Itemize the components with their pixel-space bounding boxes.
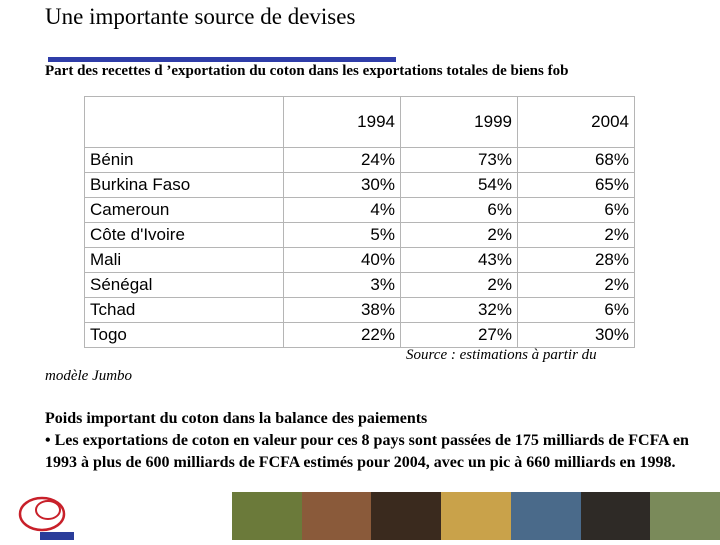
share-cell: 30% [283, 172, 401, 198]
body-heading: Poids important du coton dans la balance… [45, 410, 428, 427]
photo-tile [371, 492, 442, 540]
share-cell: 22% [283, 322, 401, 348]
table-row: Mali 40% 43% 28% [84, 247, 635, 273]
share-cell: 2% [400, 272, 518, 298]
photo-collage-strip [232, 492, 720, 540]
source-note: Source : estimations à partir du [406, 347, 597, 363]
header-year-cell: 2004 [517, 96, 635, 148]
share-cell: 6% [517, 297, 635, 323]
organization-logo [14, 492, 84, 540]
share-cell: 6% [400, 197, 518, 223]
header-country-cell [84, 96, 284, 148]
country-cell: Mali [84, 247, 284, 273]
table-row: Bénin 24% 73% 68% [84, 147, 635, 173]
share-cell: 32% [400, 297, 518, 323]
share-cell: 65% [517, 172, 635, 198]
share-cell: 27% [400, 322, 518, 348]
slide-title: Une importante source de devises [45, 4, 356, 29]
table-row: Burkina Faso 30% 54% 65% [84, 172, 635, 198]
share-cell: 43% [400, 247, 518, 273]
table-row: Côte d'Ivoire 5% 2% 2% [84, 222, 635, 248]
photo-tile [301, 492, 372, 540]
country-cell: Tchad [84, 297, 284, 323]
share-cell: 2% [517, 222, 635, 248]
share-cell: 6% [517, 197, 635, 223]
share-cell: 2% [517, 272, 635, 298]
share-cell: 54% [400, 172, 518, 198]
country-cell: Cameroun [84, 197, 284, 223]
share-cell: 4% [283, 197, 401, 223]
table-row: Togo 22% 27% 30% [84, 322, 635, 348]
table-row: Sénégal 3% 2% 2% [84, 272, 635, 298]
country-cell: Burkina Faso [84, 172, 284, 198]
title-underline [48, 57, 396, 62]
share-cell: 38% [283, 297, 401, 323]
country-cell: Togo [84, 322, 284, 348]
share-cell: 40% [283, 247, 401, 273]
share-cell: 68% [517, 147, 635, 173]
header-year-cell: 1999 [400, 96, 518, 148]
body-bullet: • Les exportations de coton en valeur po… [45, 432, 689, 471]
photo-tile [441, 492, 511, 540]
table-row: Tchad 38% 32% 6% [84, 297, 635, 323]
photo-tile [510, 492, 581, 540]
table-header-row: 1994 1999 2004 [84, 96, 635, 148]
country-cell: Côte d'Ivoire [84, 222, 284, 248]
slide-subtitle: Part des recettes d ’exportation du coto… [45, 63, 569, 79]
share-cell: 3% [283, 272, 401, 298]
share-cell: 28% [517, 247, 635, 273]
country-cell: Sénégal [84, 272, 284, 298]
share-cell: 30% [517, 322, 635, 348]
country-cell: Bénin [84, 147, 284, 173]
header-year-cell: 1994 [283, 96, 401, 148]
photo-tile [580, 492, 651, 540]
source-note-continued: modèle Jumbo [45, 368, 133, 384]
photo-tile [650, 492, 720, 540]
export-share-table: 1994 1999 2004 Bénin 24% 73% 68% Burkina Faso 30… [84, 96, 635, 348]
share-cell: 5% [283, 222, 401, 248]
table-row: Cameroun 4% 6% 6% [84, 197, 635, 223]
share-cell: 73% [400, 147, 518, 173]
share-cell: 24% [283, 147, 401, 173]
body-text: Poids important du coton dans la balance… [45, 408, 695, 474]
photo-tile [232, 492, 302, 540]
share-cell: 2% [400, 222, 518, 248]
